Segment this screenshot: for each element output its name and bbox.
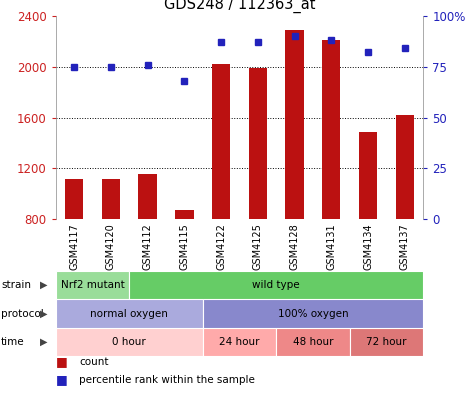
- Text: ▶: ▶: [40, 280, 48, 290]
- Text: GSM4112: GSM4112: [143, 223, 153, 270]
- Text: GSM4137: GSM4137: [400, 223, 410, 270]
- Title: GDS248 / 112363_at: GDS248 / 112363_at: [164, 0, 315, 13]
- Text: GSM4125: GSM4125: [253, 223, 263, 270]
- Bar: [175, 211, 193, 219]
- Text: 100% oxygen: 100% oxygen: [278, 308, 348, 319]
- Bar: [359, 131, 377, 219]
- Bar: [56, 328, 203, 356]
- Bar: [203, 328, 276, 356]
- Text: wild type: wild type: [252, 280, 300, 290]
- Bar: [286, 30, 304, 219]
- Bar: [249, 68, 267, 219]
- Bar: [102, 179, 120, 219]
- Text: normal oxygen: normal oxygen: [90, 308, 168, 319]
- Text: GSM4115: GSM4115: [179, 223, 189, 270]
- Bar: [322, 40, 340, 219]
- Text: ■: ■: [56, 355, 67, 368]
- Text: ■: ■: [56, 373, 67, 386]
- Bar: [56, 299, 203, 328]
- Text: protocol: protocol: [1, 308, 44, 319]
- Bar: [276, 328, 350, 356]
- Text: GSM4122: GSM4122: [216, 223, 226, 270]
- Text: ▶: ▶: [40, 308, 48, 319]
- Text: count: count: [79, 357, 108, 367]
- Bar: [212, 64, 230, 219]
- Text: 24 hour: 24 hour: [219, 337, 260, 347]
- Bar: [350, 328, 423, 356]
- Text: GSM4120: GSM4120: [106, 223, 116, 270]
- Text: 0 hour: 0 hour: [113, 337, 146, 347]
- Text: ▶: ▶: [40, 337, 48, 347]
- Bar: [56, 271, 129, 299]
- Text: 48 hour: 48 hour: [292, 337, 333, 347]
- Text: GSM4131: GSM4131: [326, 223, 336, 270]
- Text: percentile rank within the sample: percentile rank within the sample: [79, 375, 255, 385]
- Text: GSM4128: GSM4128: [290, 223, 299, 270]
- Bar: [203, 299, 423, 328]
- Text: strain: strain: [1, 280, 31, 290]
- Bar: [65, 179, 83, 219]
- Text: 72 hour: 72 hour: [366, 337, 407, 347]
- Bar: [129, 271, 423, 299]
- Bar: [396, 115, 414, 219]
- Text: GSM4117: GSM4117: [69, 223, 79, 270]
- Text: GSM4134: GSM4134: [363, 223, 373, 270]
- Bar: [139, 173, 157, 219]
- Text: Nrf2 mutant: Nrf2 mutant: [60, 280, 125, 290]
- Text: time: time: [1, 337, 25, 347]
